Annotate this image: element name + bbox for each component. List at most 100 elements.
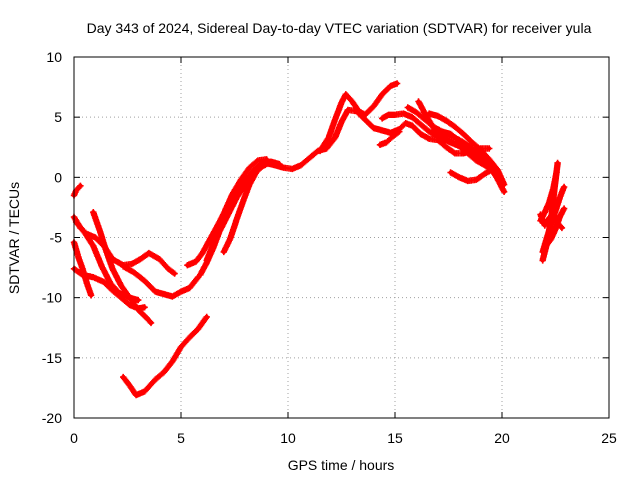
data-point	[478, 147, 483, 152]
data-point	[452, 151, 458, 156]
data-point	[93, 235, 98, 240]
data-point	[452, 124, 458, 129]
data-point	[142, 278, 147, 284]
data-point	[392, 112, 398, 117]
data-point	[379, 128, 385, 133]
data-point	[486, 157, 492, 162]
data-point	[386, 112, 391, 117]
data-point	[91, 275, 96, 280]
data-point	[264, 160, 269, 166]
y-tick-label: 10	[46, 49, 62, 65]
data-point	[362, 112, 368, 117]
data-point	[108, 281, 113, 286]
data-point	[255, 158, 261, 163]
data-point	[557, 214, 562, 220]
chart-title: Day 343 of 2024, Sidereal Day-to-day VTE…	[87, 20, 592, 36]
data-point	[247, 165, 252, 170]
data-point	[452, 135, 458, 140]
data-point	[129, 261, 134, 267]
data-point	[332, 117, 338, 122]
data-point	[388, 83, 393, 89]
series-arc-g	[120, 263, 202, 300]
data-point	[170, 359, 175, 364]
data-point	[187, 335, 192, 340]
data-point	[101, 279, 107, 285]
data-point	[559, 225, 565, 231]
data-point	[427, 136, 432, 142]
data-point	[379, 92, 385, 97]
data-point	[482, 171, 488, 176]
data-point	[247, 182, 252, 187]
data-point	[461, 131, 466, 137]
data-point	[228, 236, 233, 241]
data-point	[561, 184, 567, 190]
series-arc-x	[539, 183, 568, 256]
data-point	[204, 314, 209, 320]
data-point	[457, 175, 462, 180]
series-arc-f	[90, 209, 155, 327]
data-point	[223, 206, 229, 211]
data-point	[234, 217, 239, 222]
data-point	[131, 270, 137, 275]
data-point	[240, 199, 246, 204]
data-point	[356, 108, 361, 114]
data-point	[272, 163, 278, 168]
series-arc-y	[543, 205, 568, 248]
y-tick-label: -15	[42, 350, 62, 366]
data-point	[172, 271, 177, 276]
data-point	[474, 177, 479, 182]
y-tick-label: -10	[42, 290, 62, 306]
data-point	[221, 249, 226, 255]
data-point	[465, 178, 470, 184]
data-point	[99, 264, 105, 269]
data-point	[200, 250, 205, 256]
data-point	[371, 104, 376, 109]
data-point	[427, 111, 432, 116]
data-point	[185, 262, 190, 268]
data-point	[377, 142, 383, 148]
data-point	[542, 223, 547, 228]
data-point	[482, 163, 488, 168]
data-point	[418, 122, 423, 127]
data-point	[332, 135, 338, 140]
series-arc-t	[434, 130, 476, 152]
data-point	[178, 289, 184, 294]
data-point	[444, 118, 449, 123]
data-point	[544, 242, 550, 247]
x-tick-label: 0	[70, 430, 78, 446]
data-point	[217, 225, 222, 231]
data-point	[501, 182, 507, 187]
data-point	[390, 134, 396, 139]
data-point	[461, 140, 466, 145]
data-point	[465, 151, 470, 156]
series-arc-r	[426, 110, 508, 188]
data-point	[133, 392, 139, 398]
data-point	[457, 143, 462, 149]
x-tick-label: 10	[280, 430, 296, 446]
data-point	[431, 125, 436, 131]
data-point	[170, 294, 175, 299]
y-axis-label: SDTVAR / TECUs	[6, 182, 22, 294]
data-point	[444, 134, 449, 139]
data-point	[542, 210, 547, 215]
data-point	[80, 266, 85, 271]
data-point	[234, 195, 239, 200]
data-point	[491, 166, 496, 172]
data-point	[416, 99, 421, 104]
data-point	[486, 146, 492, 151]
data-point	[84, 281, 90, 286]
data-point	[298, 163, 304, 168]
data-point	[142, 305, 147, 310]
y-tick-label: -5	[50, 230, 63, 246]
data-point	[161, 370, 167, 375]
data-point	[121, 374, 126, 380]
data-point	[549, 236, 554, 241]
data-point	[193, 259, 199, 264]
data-point	[554, 170, 559, 175]
data-point	[76, 254, 81, 259]
data-point	[448, 140, 453, 145]
data-point	[127, 383, 132, 388]
data-point	[345, 107, 351, 113]
data-point	[339, 100, 344, 105]
